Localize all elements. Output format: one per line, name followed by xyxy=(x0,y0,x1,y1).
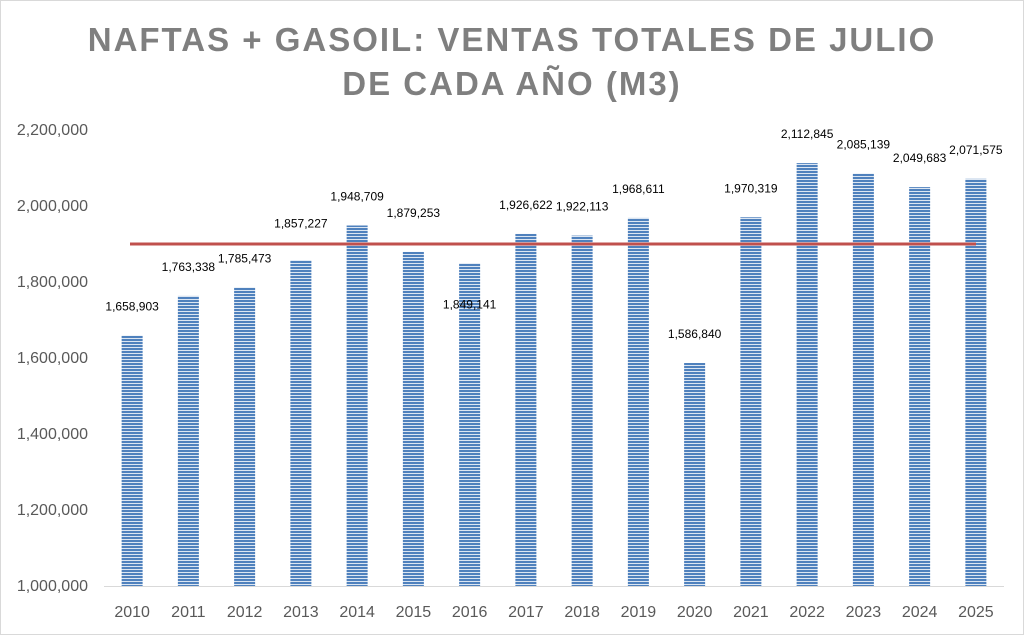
bar-2022 xyxy=(796,163,818,586)
data-label: 2,085,139 xyxy=(837,138,891,152)
chart-title-line1: NAFTAS + GASOIL: VENTAS TOTALES DE JULIO xyxy=(87,21,937,58)
y-tick-label: 1,200,000 xyxy=(17,502,88,519)
x-tick-label: 2019 xyxy=(621,604,657,621)
bar-2011 xyxy=(177,295,199,586)
bar-2024 xyxy=(909,187,931,586)
x-tick-label: 2023 xyxy=(846,604,882,621)
data-label: 2,049,683 xyxy=(893,151,947,165)
bar-2019 xyxy=(627,217,649,586)
chart-title-line2: DE CADA AÑO (M3) xyxy=(342,65,682,102)
y-tick-label: 1,600,000 xyxy=(17,350,88,367)
data-label: 1,922,113 xyxy=(556,200,609,214)
bar-2020 xyxy=(684,363,706,586)
data-label: 2,071,575 xyxy=(949,143,1003,157)
data-label: 1,968,611 xyxy=(612,182,665,196)
x-tick-label: 2016 xyxy=(452,604,488,621)
x-tick-label: 2013 xyxy=(283,604,319,621)
y-tick-label: 2,200,000 xyxy=(17,122,88,139)
data-label: 2,112,845 xyxy=(781,127,834,141)
x-tick-label: 2017 xyxy=(508,604,544,621)
x-tick-label: 2022 xyxy=(789,604,825,621)
bar-2014 xyxy=(346,225,368,586)
x-tick-label: 2012 xyxy=(227,604,263,621)
bar-2012 xyxy=(234,287,256,586)
bar-2021 xyxy=(740,217,762,586)
bar-2013 xyxy=(290,260,312,586)
x-tick-label: 2015 xyxy=(396,604,432,621)
data-label: 1,970,319 xyxy=(724,181,778,195)
bar-2025 xyxy=(965,178,987,586)
data-label: 1,658,903 xyxy=(105,300,159,314)
x-tick-label: 2014 xyxy=(339,604,375,621)
bar-2017 xyxy=(515,233,537,586)
bars xyxy=(121,163,987,587)
x-tick-label: 2024 xyxy=(902,604,938,621)
y-tick-label: 2,000,000 xyxy=(17,198,88,215)
bar-2018 xyxy=(571,235,593,587)
y-tick-label: 1,000,000 xyxy=(17,578,88,595)
data-label: 1,785,473 xyxy=(218,252,272,266)
data-label: 1,586,840 xyxy=(668,327,722,341)
chart-title: NAFTAS + GASOIL: VENTAS TOTALES DE JULIO… xyxy=(0,18,1024,106)
x-tick-label: 2018 xyxy=(564,604,600,621)
bar-2015 xyxy=(402,251,424,587)
bar-2016 xyxy=(459,263,481,586)
y-tick-label: 1,400,000 xyxy=(17,426,88,443)
x-tick-label: 2025 xyxy=(958,604,994,621)
data-label: 1,849,141 xyxy=(443,297,497,311)
x-tick-label: 2021 xyxy=(733,604,769,621)
x-tick-label: 2020 xyxy=(677,604,713,621)
data-label: 1,879,253 xyxy=(387,206,441,220)
y-axis-ticks: 1,000,000 1,200,000 1,400,000 1,600,000 1,80… xyxy=(17,122,88,595)
data-label: 1,948,709 xyxy=(330,189,384,203)
bar-2023 xyxy=(852,173,874,586)
x-tick-label: 2010 xyxy=(114,604,150,621)
bar-2010 xyxy=(121,335,143,586)
y-tick-label: 1,800,000 xyxy=(17,274,88,291)
data-label: 1,926,622 xyxy=(499,198,553,212)
data-label: 1,857,227 xyxy=(274,216,328,230)
x-axis-ticks: 2010 2011 2012 2013 2014 2015 2016 2017 2018 2019… xyxy=(114,604,993,621)
data-label: 1,763,338 xyxy=(162,260,216,274)
x-tick-label: 2011 xyxy=(171,604,206,621)
